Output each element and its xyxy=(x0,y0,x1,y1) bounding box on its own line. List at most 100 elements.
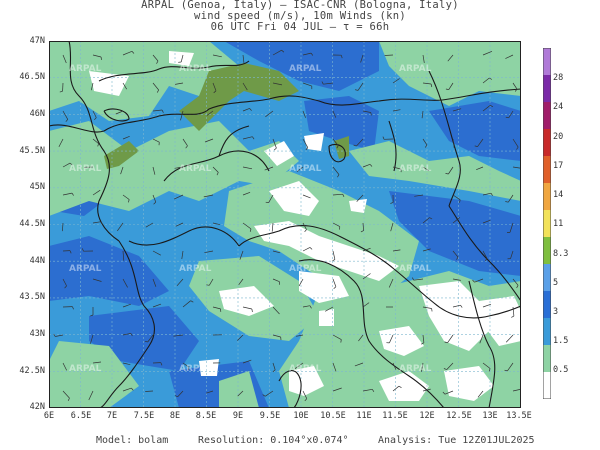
wind-barb xyxy=(272,138,277,149)
wind-barb xyxy=(242,54,245,64)
wind-barb xyxy=(452,217,461,224)
wind-barb xyxy=(62,222,64,232)
wind-barb-flag xyxy=(67,397,70,401)
wind-barb xyxy=(302,305,310,308)
wind-barb xyxy=(384,54,394,56)
wind-barb-flag xyxy=(372,389,375,392)
svg-text:ARPAL: ARPAL xyxy=(399,164,432,174)
wind-speed-map[interactable]: ARPAL ARPAL ARPAL ARPAL ARPAL ARPAL ARPA… xyxy=(49,41,521,408)
wind-barb xyxy=(512,389,521,392)
lat-label-42n: 42N xyxy=(29,402,45,412)
wind-barb xyxy=(152,250,161,256)
svg-text:ARPAL: ARPAL xyxy=(69,164,102,174)
lon-label-12e: 12E xyxy=(419,411,435,421)
wind-barb xyxy=(272,362,276,371)
wind-barb-flag xyxy=(369,164,373,167)
colorbar-label-20: 20 xyxy=(553,132,564,142)
wind-barb xyxy=(117,222,124,232)
wind-barb-flag xyxy=(505,201,509,203)
wind-barb xyxy=(413,278,424,281)
wind-barb xyxy=(358,334,364,342)
wind-barb-flag xyxy=(213,90,217,94)
footer-resolution: Resolution: 0.104°x0.074° xyxy=(198,435,349,446)
wind-barb xyxy=(62,192,73,196)
svg-text:ARPAL: ARPAL xyxy=(69,64,102,74)
wind-barb xyxy=(392,109,401,112)
wind-barb xyxy=(175,82,184,85)
map-title-valid-time: 06 UTC Fri 04 JUL — τ = 66h xyxy=(210,21,390,33)
wind-barb-flag xyxy=(156,89,160,93)
wind-barb xyxy=(120,166,124,175)
wind-barb xyxy=(122,387,132,392)
wind-barb xyxy=(482,105,491,112)
svg-text:ARPAL: ARPAL xyxy=(179,64,212,74)
wind-barb-flag xyxy=(456,256,459,260)
lat-label-44.5n: 44.5N xyxy=(19,219,45,229)
colorbar-label-3: 3 xyxy=(553,307,559,317)
wind-barb xyxy=(362,273,371,280)
wind-barb xyxy=(265,110,274,118)
wind-barb xyxy=(145,222,154,228)
lon-label-12.5e: 12.5E xyxy=(446,411,472,421)
svg-text:ARPAL: ARPAL xyxy=(289,264,322,274)
wind-barb xyxy=(422,138,428,146)
wind-barb-flag xyxy=(97,143,99,147)
wind-barb xyxy=(508,194,514,203)
wind-barb-flag xyxy=(411,277,415,281)
wind-barb-flag xyxy=(333,286,337,290)
wind-barb xyxy=(182,138,188,146)
wind-barb xyxy=(512,166,521,169)
colorbar-label-17: 17 xyxy=(553,161,564,171)
wind-barb xyxy=(452,278,461,281)
wind-barb-flag xyxy=(187,367,190,371)
wind-barb-flag xyxy=(429,217,433,220)
wind-barb-flag xyxy=(444,341,448,344)
wind-barb xyxy=(332,110,337,118)
wind-barb xyxy=(509,222,514,233)
wind-barb xyxy=(242,166,253,170)
wind-barb xyxy=(204,138,214,143)
wind-barb xyxy=(92,361,102,364)
wind-barb xyxy=(392,362,397,370)
wind-barb xyxy=(332,166,340,175)
wind-barb-flag xyxy=(488,368,491,372)
wind-barb-flag xyxy=(72,306,74,310)
wind-barb xyxy=(238,278,244,286)
wind-barb xyxy=(272,49,282,56)
wind-barb xyxy=(152,109,163,112)
wind-barb-flag xyxy=(65,119,69,122)
wind-barb xyxy=(90,82,94,91)
wind-barb xyxy=(422,166,430,172)
wind-barb xyxy=(268,194,274,203)
wind-barb xyxy=(212,166,219,173)
lat-label-44n: 44N xyxy=(29,256,45,266)
wind-barb-flag xyxy=(161,109,164,113)
lon-label-9.5e: 9.5E xyxy=(259,411,281,421)
wind-barb xyxy=(389,334,394,344)
lon-label-11e: 11E xyxy=(356,411,372,421)
svg-text:ARPAL: ARPAL xyxy=(179,364,212,374)
wind-barb xyxy=(180,54,184,63)
wind-barb-flag xyxy=(460,304,463,308)
wind-barb xyxy=(332,250,336,260)
wind-barb xyxy=(204,250,214,254)
lon-label-13.5e: 13.5E xyxy=(506,411,532,421)
wind-barb xyxy=(175,222,184,227)
wind-barb xyxy=(182,300,191,308)
wind-barb-flag xyxy=(490,193,493,196)
wind-barb-flag xyxy=(321,81,324,85)
wind-barb xyxy=(271,222,274,232)
colorbar-label-8.3: 8.3 xyxy=(553,249,569,259)
wind-barb xyxy=(92,221,102,224)
lon-label-6.5e: 6.5E xyxy=(70,411,92,421)
wind-barb xyxy=(92,138,99,144)
wind-barb-flag xyxy=(81,248,84,252)
wind-barb xyxy=(62,110,69,120)
colorbar-segment xyxy=(543,75,551,103)
wind-barb xyxy=(62,54,67,64)
wind-barb xyxy=(482,50,493,56)
wind-barb xyxy=(122,50,133,56)
wind-barb xyxy=(272,306,280,315)
wind-barb-flag xyxy=(472,279,475,283)
wind-barb xyxy=(362,163,371,168)
